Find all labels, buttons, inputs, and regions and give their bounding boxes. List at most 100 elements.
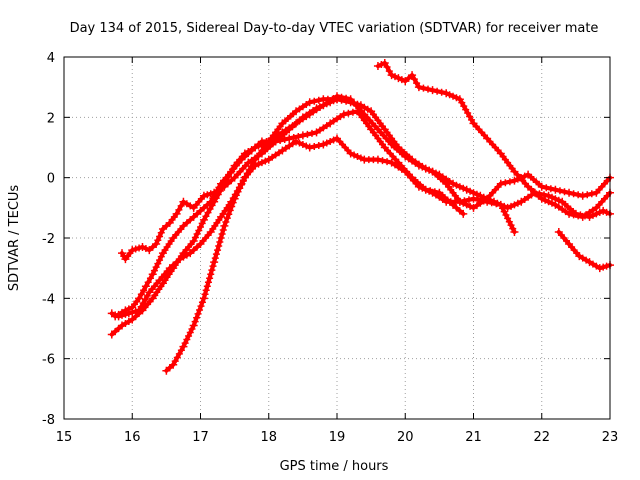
data-point (258, 159, 266, 167)
data-point (310, 97, 318, 105)
series-sat-a (118, 95, 341, 264)
data-point (501, 179, 509, 187)
data-point (588, 190, 596, 198)
data-point (383, 158, 391, 166)
data-point (410, 75, 418, 83)
data-point (172, 209, 181, 218)
data-point (446, 91, 454, 99)
data-point (139, 299, 147, 307)
data-point (555, 196, 563, 204)
data-point (398, 76, 406, 84)
data-point (438, 88, 446, 96)
data-point (255, 142, 263, 150)
x-tick-label: 23 (602, 430, 619, 445)
data-point (210, 197, 219, 206)
data-point (140, 286, 148, 294)
y-tick-label: -8 (42, 413, 55, 428)
data-point (537, 182, 546, 191)
data-point (418, 184, 426, 192)
data-point (433, 87, 441, 95)
data-point (191, 318, 199, 326)
data-point (203, 191, 211, 199)
data-point (189, 321, 198, 330)
data-point (195, 226, 203, 234)
data-point (202, 286, 210, 294)
data-point (202, 212, 210, 220)
data-point (179, 342, 188, 351)
data-point (197, 223, 204, 231)
data-point (290, 133, 298, 141)
data-point (150, 267, 158, 275)
data-point (152, 263, 160, 271)
data-point (424, 85, 432, 93)
data-point (121, 310, 129, 318)
data-point (333, 92, 341, 101)
data-point (197, 302, 205, 310)
data-series (107, 59, 614, 375)
data-point (510, 227, 519, 236)
data-point (596, 208, 604, 216)
data-point (209, 262, 217, 270)
data-point (141, 296, 149, 304)
data-point (204, 278, 212, 286)
data-point (583, 191, 591, 199)
data-point (469, 194, 478, 203)
data-point (128, 308, 136, 316)
data-point (285, 134, 294, 143)
x-tick-label: 22 (533, 430, 550, 445)
y-tick-label: -2 (42, 232, 55, 247)
data-point (294, 132, 302, 140)
data-point (156, 256, 164, 264)
data-point (193, 314, 201, 322)
data-point (261, 139, 269, 147)
data-point (425, 187, 433, 195)
data-point (222, 218, 230, 226)
data-point (350, 151, 358, 159)
data-point (466, 202, 474, 210)
data-point (323, 139, 331, 147)
data-point (391, 73, 399, 81)
data-point (142, 245, 150, 253)
data-point (199, 294, 208, 303)
data-point (452, 181, 460, 189)
data-point (232, 191, 240, 199)
data-point (456, 183, 464, 191)
data-point (224, 172, 232, 180)
y-axis-label: SDTVAR / TECUs (7, 185, 22, 292)
data-point (206, 274, 214, 282)
data-point (222, 176, 230, 184)
data-point (574, 212, 582, 220)
data-point (118, 311, 126, 319)
data-point (541, 196, 549, 204)
data-point (545, 198, 553, 206)
data-point (310, 142, 318, 150)
data-point (547, 185, 555, 193)
grid (64, 57, 610, 419)
data-point (234, 188, 242, 196)
data-point (255, 160, 263, 168)
data-point (215, 242, 223, 250)
data-point (111, 311, 119, 319)
data-point (496, 179, 505, 188)
data-point (135, 294, 144, 303)
data-point (460, 197, 468, 205)
data-point (299, 140, 307, 148)
x-tick-label: 16 (124, 430, 141, 445)
x-tick-label: 17 (192, 430, 209, 445)
data-point (220, 221, 229, 230)
series-sat-g (554, 227, 614, 273)
data-point (212, 194, 220, 202)
data-point (565, 209, 574, 218)
y-tick-label: -6 (42, 353, 55, 368)
data-point (315, 141, 323, 149)
data-point (353, 153, 361, 161)
data-point (183, 336, 191, 344)
data-point (203, 282, 211, 290)
data-point (473, 190, 481, 198)
x-tick-label: 21 (465, 430, 482, 445)
chart-title: Day 134 of 2015, Sidereal Day-to-day VTE… (70, 21, 599, 36)
data-point (349, 108, 357, 116)
data-point (137, 290, 145, 298)
series-sat-b (111, 107, 468, 321)
data-point (603, 208, 611, 216)
